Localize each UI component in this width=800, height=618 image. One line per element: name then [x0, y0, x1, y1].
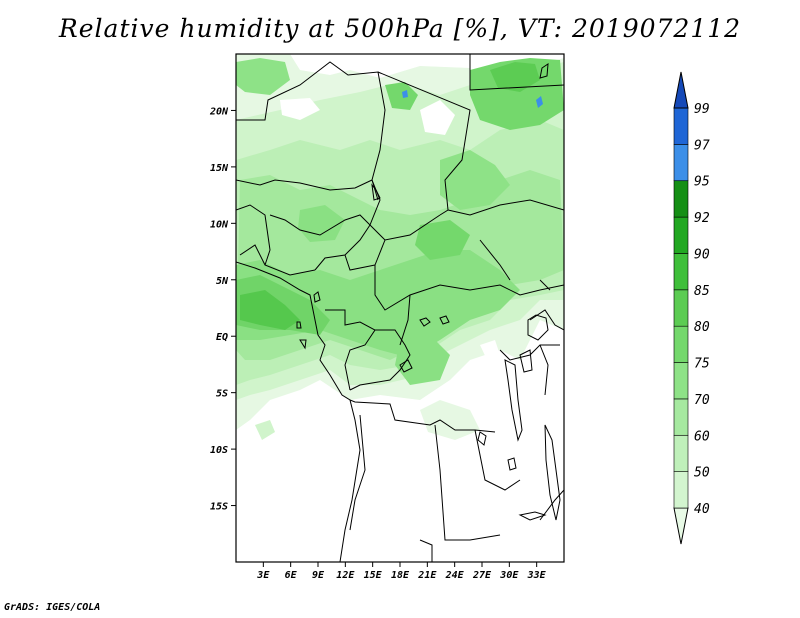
map-title: Relative humidity at 500hPa [%], VT: 201… — [58, 14, 742, 43]
lat-tick-label: 10N — [210, 219, 229, 230]
colorbar-segment — [673, 144, 689, 182]
colorbar: 40 50 60 70 75 80 85 90 92 95 97 99 — [673, 71, 710, 545]
lon-tick-label: 9E — [312, 570, 325, 581]
lon-tick-label: 18E — [391, 570, 410, 581]
lon-tick-label: 30E — [499, 570, 519, 581]
colorbar-label: 90 — [694, 247, 710, 262]
lat-tick-label: 20N — [209, 106, 229, 117]
latitude-axis: 20N 15N 10N 5N EQ 5S 10S 15S — [209, 106, 236, 513]
colorbar-segment — [673, 471, 689, 509]
colorbar-segment — [673, 434, 689, 472]
lon-tick-label: 3E — [256, 570, 270, 581]
colorbar-label: 40 — [694, 502, 710, 517]
colorbar-label: 50 — [694, 466, 710, 481]
colorbar-label: 75 — [694, 357, 710, 372]
lon-tick-label: 15E — [364, 570, 383, 581]
lat-tick-label: 15S — [210, 502, 228, 513]
colorbar-label: 60 — [694, 429, 710, 444]
longitude-axis: 3E 6E 9E 12E 15E 18E 21E 24E 27E 30E 33E — [256, 562, 547, 581]
colorbar-segment — [673, 362, 689, 400]
colorbar-label: 95 — [694, 175, 710, 190]
lat-tick-label: 5S — [216, 389, 228, 400]
grads-credit: GrADS: IGES/COLA — [4, 602, 101, 613]
colorbar-label: 92 — [694, 211, 710, 226]
colorbar-label: 80 — [694, 320, 710, 335]
colorbar-top-arrow — [673, 71, 689, 109]
lat-tick-label: 5N — [216, 276, 229, 287]
colorbar-segment — [673, 253, 689, 291]
lat-tick-label: 10S — [210, 445, 228, 456]
lon-tick-label: 24E — [445, 570, 465, 581]
colorbar-label: 99 — [694, 102, 710, 117]
colorbar-segment — [673, 180, 689, 218]
colorbar-segment — [673, 325, 689, 363]
lon-tick-label: 27E — [472, 570, 492, 581]
colorbar-label: 70 — [694, 393, 710, 408]
lat-tick-label: 15N — [210, 163, 229, 174]
colorbar-label: 97 — [694, 138, 710, 153]
lon-tick-label: 33E — [527, 570, 547, 581]
colorbar-label: 85 — [694, 284, 710, 299]
colorbar-segment — [673, 398, 689, 436]
humidity-field — [236, 54, 564, 440]
lon-tick-label: 6E — [285, 570, 298, 581]
coastline — [236, 63, 561, 562]
lon-tick-label: 21E — [417, 570, 437, 581]
lat-tick-label: EQ — [216, 332, 228, 343]
lon-tick-label: 12E — [336, 570, 355, 581]
colorbar-segment — [673, 216, 689, 254]
colorbar-segment — [673, 289, 689, 327]
colorbar-bottom-arrow — [673, 507, 689, 545]
colorbar-segment — [673, 107, 689, 145]
